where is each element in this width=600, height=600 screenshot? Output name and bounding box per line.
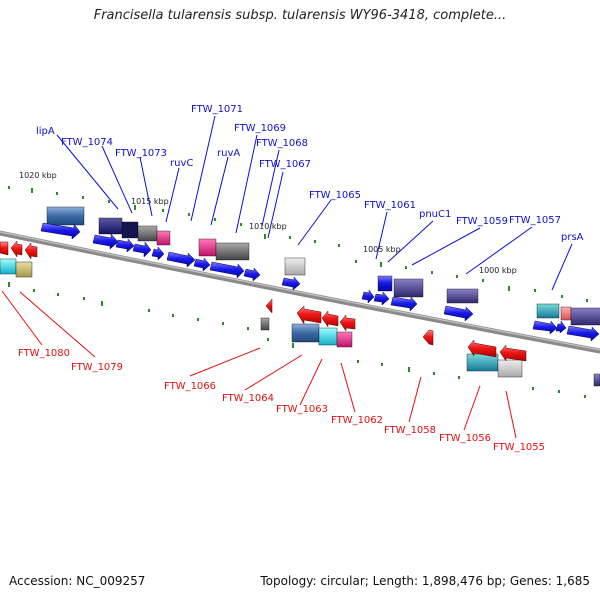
gene-arrow[interactable] [339, 314, 356, 332]
gene-arrow[interactable] [467, 339, 497, 358]
genome-info-text: Topology: circular; Length: 1,898,476 bp… [260, 574, 590, 588]
tick-1020: 1020 kbp [19, 171, 57, 180]
reverse-gene-arrows[interactable] [0, 240, 527, 362]
gene-block[interactable] [536, 303, 560, 319]
gene-label-ftw-1065[interactable]: FTW_1065 [309, 190, 361, 201]
gene-label-ftw-1079[interactable]: FTW_1079 [71, 362, 123, 373]
gene-block[interactable] [560, 306, 572, 321]
gene-label-ftw-1071[interactable]: FTW_1071 [191, 104, 243, 115]
gene-arrow[interactable] [10, 240, 23, 258]
tick-1000: 1000 kbp [479, 266, 517, 275]
gene-arrow[interactable] [321, 310, 339, 328]
gene-arrow[interactable] [0, 241, 9, 256]
gene-label-ftw-1055[interactable]: FTW_1055 [493, 442, 545, 453]
scale-labels: 1020 kbp 1015 kbp 1010 kbp 1005 kbp 1000… [19, 171, 517, 275]
genome-backbone [0, 230, 600, 354]
gene-label-ftw-1067[interactable]: FTW_1067 [259, 159, 311, 170]
gene-block[interactable] [377, 275, 393, 292]
gene-arrow[interactable] [555, 320, 567, 334]
gene-block[interactable] [393, 278, 424, 298]
gene-block[interactable] [593, 373, 600, 387]
gene-block[interactable] [291, 323, 320, 343]
gene-label-lipa[interactable]: lipA [36, 126, 55, 137]
gene-label-ftw-1062[interactable]: FTW_1062 [331, 415, 383, 426]
forward-label-leaders [56, 115, 573, 291]
gene-label-ftw-1069[interactable]: FTW_1069 [234, 123, 286, 134]
gene-label-ftw-1074[interactable]: FTW_1074 [61, 137, 113, 148]
gene-block[interactable] [336, 331, 353, 348]
gene-arrow[interactable] [422, 329, 434, 346]
gene-arrow[interactable] [132, 241, 152, 258]
gene-label-ruva[interactable]: ruvA [217, 148, 240, 159]
gene-block[interactable] [0, 258, 17, 275]
gene-label-ftw-1058[interactable]: FTW_1058 [384, 425, 436, 436]
gene-label-ftw-1056[interactable]: FTW_1056 [439, 433, 491, 444]
tick-1015: 1015 kbp [131, 197, 169, 206]
genome-backbone-highlight [0, 231, 600, 351]
gene-label-ftw-1063[interactable]: FTW_1063 [276, 404, 328, 415]
gene-block[interactable] [156, 230, 171, 246]
gene-arrow[interactable] [499, 344, 527, 362]
gene-label-prsa[interactable]: prsA [561, 232, 584, 243]
tick-1010: 1010 kbp [249, 222, 287, 231]
gene-block[interactable] [497, 359, 523, 378]
gene-block[interactable] [137, 225, 158, 242]
gene-arrow[interactable] [151, 246, 165, 261]
gene-arrow[interactable] [193, 257, 211, 272]
gene-block[interactable] [570, 307, 600, 326]
accession-text: Accession: NC_009257 [9, 574, 146, 588]
gene-label-ftw-1061[interactable]: FTW_1061 [364, 200, 416, 211]
forward-gene-arrows[interactable] [40, 222, 600, 342]
gene-arrow[interactable] [166, 251, 196, 268]
gene-arrow[interactable] [443, 305, 474, 322]
page-title: Francisella tularensis subsp. tularensis… [93, 8, 507, 23]
gene-arrow[interactable] [92, 233, 119, 250]
gene-arrow[interactable] [361, 289, 375, 304]
gene-label-ftw-1064[interactable]: FTW_1064 [222, 393, 274, 404]
gene-arrow[interactable] [243, 267, 261, 282]
reverse-feature-blocks[interactable] [0, 258, 600, 387]
gene-block[interactable] [15, 261, 33, 278]
gene-arrow[interactable] [40, 222, 81, 240]
gene-block[interactable] [446, 288, 479, 304]
gene-block[interactable] [121, 221, 139, 239]
inner-tick-row [8, 282, 586, 398]
gene-label-ruvc[interactable]: ruvC [170, 158, 193, 169]
gene-block[interactable] [284, 257, 306, 276]
gene-arrow[interactable] [373, 291, 390, 306]
gene-block[interactable] [260, 317, 270, 331]
gene-arrow[interactable] [265, 298, 273, 314]
gene-label-ftw-1068[interactable]: FTW_1068 [256, 138, 308, 149]
outer-tick-row [8, 186, 588, 302]
gene-label-ftw-1066[interactable]: FTW_1066 [164, 381, 216, 392]
gene-arrow[interactable] [296, 305, 322, 325]
gene-arrow[interactable] [532, 320, 558, 335]
gene-label-pnuc1[interactable]: pnuC1 [419, 209, 451, 220]
forward-feature-blocks[interactable] [46, 206, 600, 326]
gene-label-ftw-1073[interactable]: FTW_1073 [115, 148, 167, 159]
gene-arrow[interactable] [115, 238, 135, 253]
gene-label-ftw-1059[interactable]: FTW_1059 [456, 216, 508, 227]
reverse-gene-labels: FTW_1080 FTW_1079 FTW_1066 FTW_1064 FTW_… [18, 348, 545, 453]
gene-block[interactable] [318, 327, 338, 346]
reverse-label-leaders [1, 290, 517, 439]
gene-arrow[interactable] [281, 276, 301, 291]
gene-block[interactable] [46, 206, 85, 226]
gene-label-ftw-1080[interactable]: FTW_1080 [18, 348, 70, 359]
gene-block[interactable] [98, 217, 123, 235]
gene-arrow[interactable] [566, 325, 600, 342]
gene-block[interactable] [198, 238, 217, 257]
forward-gene-labels: lipA FTW_1074 FTW_1073 ruvC FTW_1071 ruv… [36, 104, 584, 243]
gene-arrow[interactable] [209, 261, 245, 279]
tick-1005: 1005 kbp [363, 245, 401, 254]
gene-arrow[interactable] [390, 296, 418, 312]
gene-label-ftw-1057[interactable]: FTW_1057 [509, 215, 561, 226]
gene-block[interactable] [215, 242, 250, 261]
gene-arrow[interactable] [24, 242, 38, 260]
